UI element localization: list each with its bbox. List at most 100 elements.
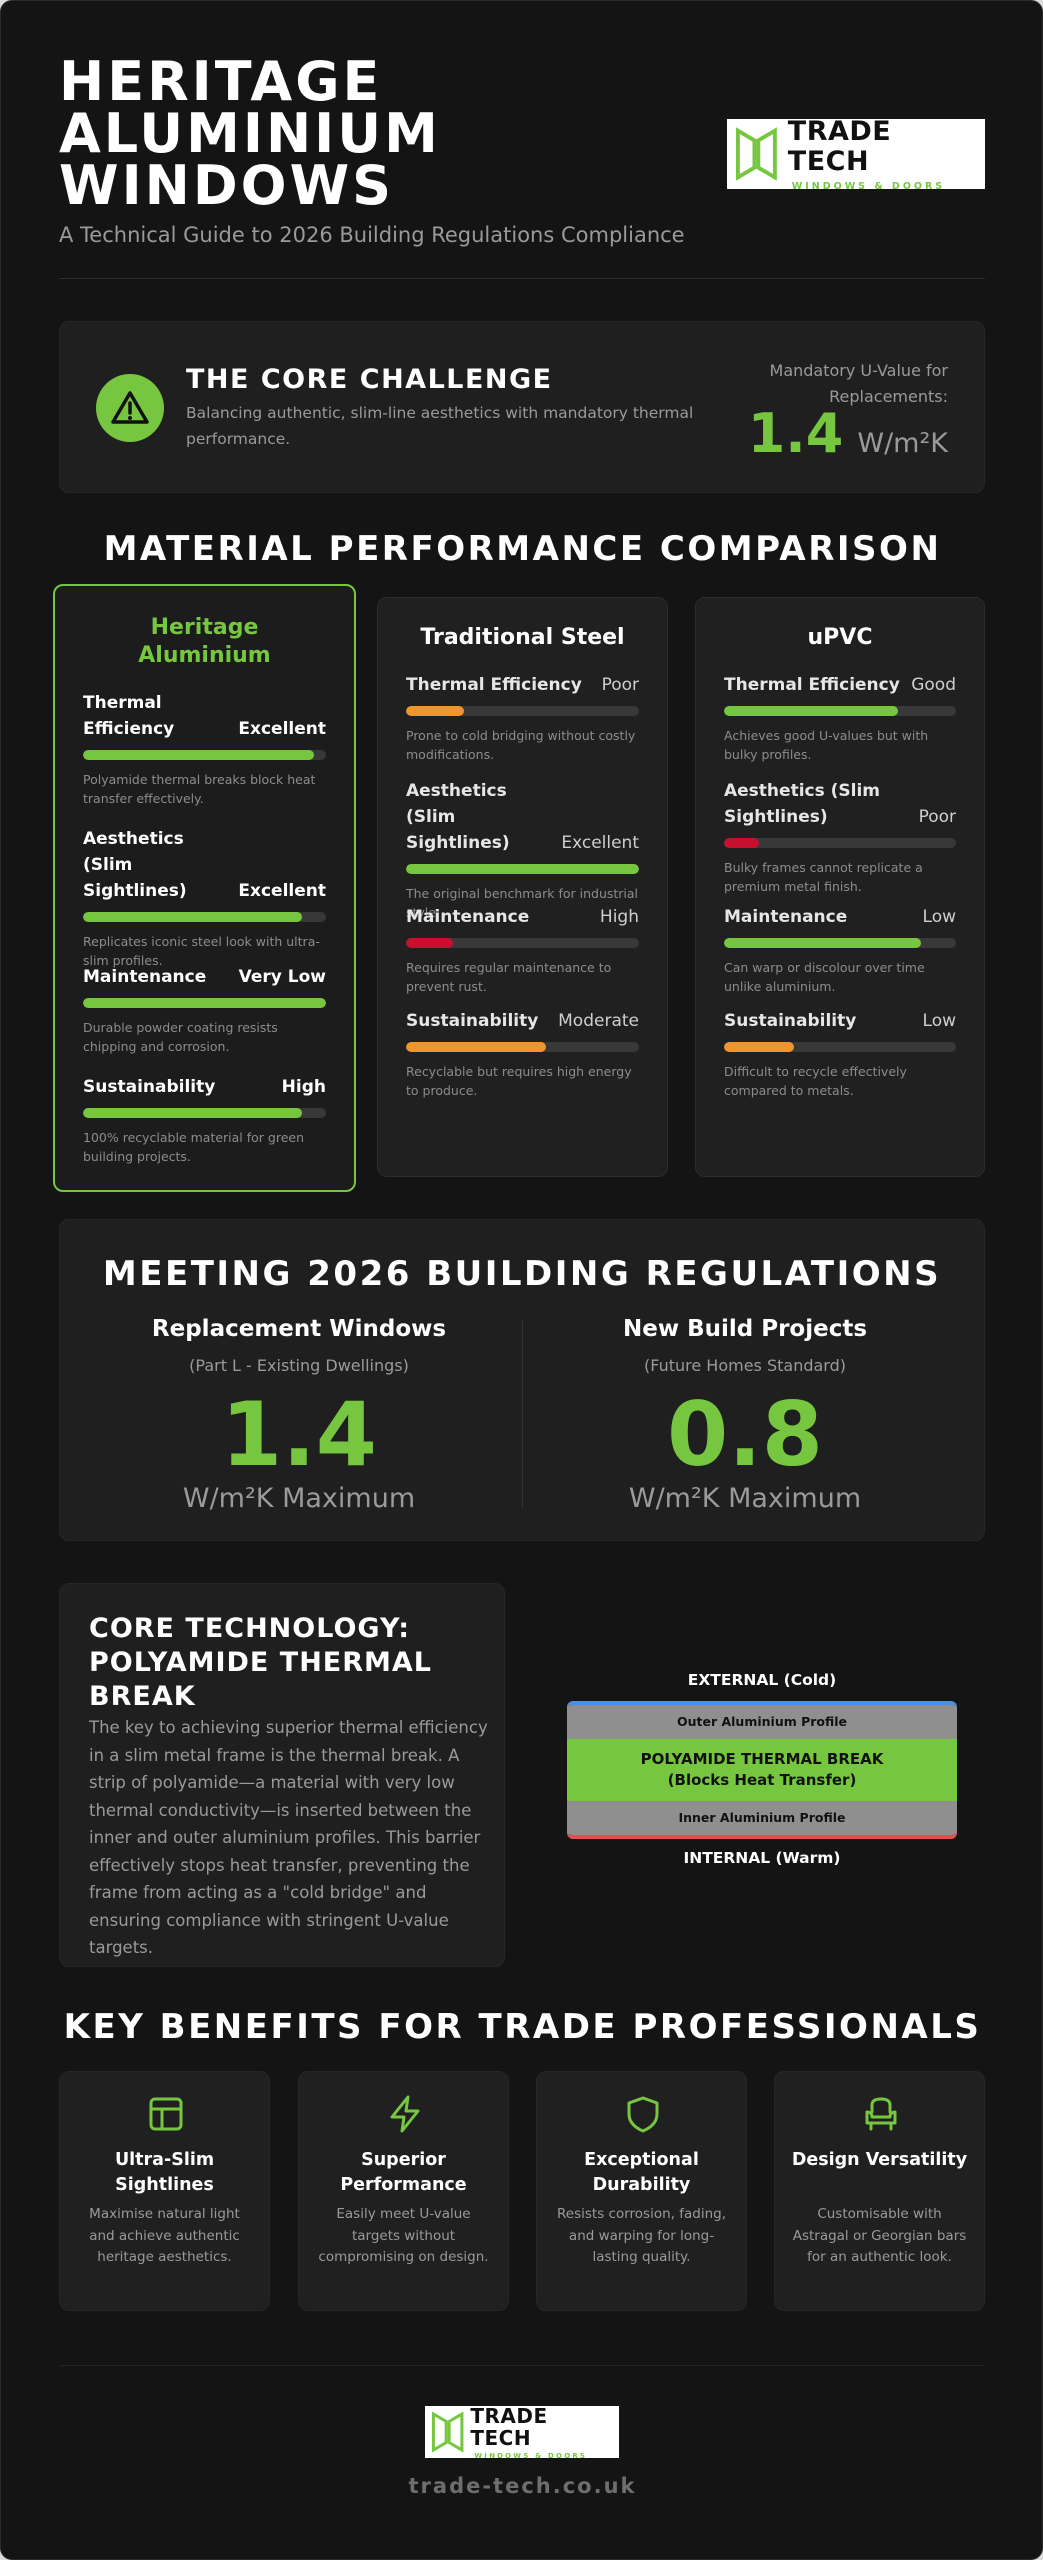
metric-bar: [724, 1042, 956, 1052]
metric-bar-fill: [83, 912, 302, 922]
metric-note: Recyclable but requires high energy to p…: [406, 1064, 632, 1098]
regulation-value: 0.8: [667, 1383, 823, 1486]
metric: Aesthetics (Slim Sightlines) Excellent Th…: [406, 778, 639, 922]
page-title: HERITAGE ALUMINIUM WINDOWS: [59, 50, 441, 217]
metric-bar-fill: [83, 750, 314, 760]
logo-mark-icon: [431, 2411, 464, 2453]
material-card-traditional-steel: Traditional Steel Thermal Efficiency Poor…: [377, 597, 668, 1177]
footer-website-link[interactable]: trade-tech.co.uk: [408, 2474, 637, 2498]
metric-rating: Poor: [918, 807, 956, 827]
metric-name: Thermal Efficiency: [406, 675, 582, 695]
metric-name: Sustainability: [724, 1011, 857, 1031]
metric: Sustainability Moderate Recyclable but re…: [406, 1008, 639, 1100]
metric-rating: High: [281, 1077, 326, 1097]
metric-rating: Moderate: [558, 1011, 639, 1031]
benefit-title: Superior Performance: [340, 2150, 467, 2195]
benefit-card-performance: Superior Performance Easily meet U-value…: [298, 2071, 509, 2311]
metric-bar-fill: [406, 706, 465, 716]
benefit-description: Easily meet U-value targets without comp…: [318, 2206, 489, 2265]
armchair-icon: [865, 2097, 897, 2131]
metric-bar-fill: [83, 998, 326, 1008]
diagram-break-title: POLYAMIDE THERMAL BREAK: [640, 1750, 884, 1768]
benefit-title: Exceptional Durability: [584, 2150, 699, 2195]
core-technology-card: CORE TECHNOLOGY: POLYAMIDE THERMAL BREAK…: [59, 1583, 505, 1967]
metric: Aesthetics (Slim Sightlines) Excellent Re…: [83, 826, 326, 970]
metric-name: Aesthetics (Slim Sightlines): [724, 781, 881, 827]
metric-bar-fill: [724, 1042, 794, 1052]
diagram-break-subtitle: (Blocks Heat Transfer): [667, 1771, 857, 1789]
footer-logo: TRADE TECH WINDOWS & DOORS: [425, 2405, 619, 2460]
shield-icon: [627, 2096, 659, 2133]
logo-mark-icon: [735, 127, 777, 181]
regulation-unit: W/m²K Maximum: [628, 1483, 862, 1514]
metric: Sustainability Low Difficult to recycle e…: [724, 1008, 956, 1100]
metric-note: Polyamide thermal breaks block heat tran…: [83, 772, 316, 806]
metric-bar: [83, 912, 326, 922]
metric-name: Maintenance: [406, 907, 530, 927]
regulation-heading: Replacement Windows: [151, 1316, 447, 1342]
metric-name: Sustainability: [83, 1077, 216, 1097]
regulation-value: 1.4: [221, 1383, 377, 1486]
regulations-card: MEETING 2026 BUILDING REGULATIONS Replac…: [59, 1219, 985, 1541]
metric-rating: Excellent: [561, 833, 639, 853]
diagram-external-label: EXTERNAL (Cold): [687, 1671, 837, 1689]
header-divider: [59, 278, 985, 279]
metric-bar-fill: [406, 938, 453, 948]
metric-bar: [406, 864, 639, 874]
regulations-divider: [522, 1320, 523, 1508]
trade-tech-logo: TRADE TECH WINDOWS & DOORS: [727, 116, 985, 192]
metric-note: Requires regular maintenance to prevent …: [406, 960, 612, 994]
metric: Maintenance Very Low Durable powder coati…: [83, 964, 326, 1056]
material-name: uPVC: [807, 625, 873, 650]
technology-title: CORE TECHNOLOGY: POLYAMIDE THERMAL BREAK: [89, 1613, 432, 1712]
regulation-new-build: New Build Projects (Future Homes Standar…: [530, 1316, 960, 1514]
regulation-unit: W/m²K Maximum: [182, 1483, 416, 1514]
metric-bar: [724, 706, 956, 716]
metric-note: The original benchmark for industrial st…: [406, 886, 639, 920]
metric-note: Difficult to recycle effectively compare…: [724, 1064, 907, 1098]
metric-bar-fill: [724, 938, 922, 948]
metric-bar: [406, 706, 639, 716]
comparison-title: MATERIAL PERFORMANCE COMPARISON: [103, 529, 942, 569]
regulations-title: MEETING 2026 BUILDING REGULATIONS: [102, 1254, 942, 1294]
u-value-label: Mandatory U-Value for Replacements:: [769, 361, 948, 406]
metric-bar-fill: [406, 864, 639, 874]
metric-bar: [83, 998, 326, 1008]
metric: Maintenance High Requires regular mainten…: [406, 904, 639, 996]
metric-bar: [406, 938, 639, 948]
material-card-heritage-aluminium: Heritage Aluminium Thermal Efficiency Exc…: [53, 584, 356, 1192]
metric-bar-fill: [83, 1108, 302, 1118]
metric-bar-fill: [406, 1042, 546, 1052]
metric-name: Maintenance: [724, 907, 848, 927]
metric-bar: [724, 838, 956, 848]
metric-name: Thermal Efficiency: [724, 675, 900, 695]
metric: Thermal Efficiency Good Achieves good U-v…: [724, 672, 956, 764]
metric-rating: Good: [911, 675, 956, 695]
logo-tagline: WINDOWS & DOORS: [474, 2451, 588, 2460]
metric-name: Sustainability: [406, 1011, 539, 1031]
challenge-title: THE CORE CHALLENGE: [186, 364, 553, 395]
lightning-icon: [390, 2095, 420, 2133]
metric-note: Bulky frames cannot replicate a premium …: [724, 860, 923, 894]
diagram-outer-profile: Outer Aluminium Profile: [567, 1705, 957, 1739]
metric-rating: Low: [922, 1011, 956, 1031]
metric: Maintenance Low Can warp or discolour ove…: [724, 904, 956, 996]
u-value-unit: W/m²K: [857, 428, 948, 459]
metric-bar: [406, 1042, 639, 1052]
metric-rating: Excellent: [238, 719, 326, 739]
metric-note: Can warp or discolour over time unlike a…: [724, 960, 925, 994]
metric-note: Durable powder coating resists chipping …: [83, 1020, 278, 1054]
metric-bar: [83, 750, 326, 760]
material-name: Heritage Aluminium: [138, 615, 271, 668]
regulation-subheading: (Future Homes Standard): [644, 1356, 846, 1375]
metric: Thermal Efficiency Excellent Polyamide th…: [83, 690, 326, 808]
warning-icon: [96, 374, 164, 442]
benefit-description: Maximise natural light and achieve authe…: [89, 2206, 240, 2265]
benefits-title: KEY BENEFITS FOR TRADE PROFESSIONALS: [63, 2007, 982, 2047]
logo-tagline: WINDOWS & DOORS: [791, 180, 946, 192]
u-value-readout: 1.4 W/m²K: [748, 402, 948, 465]
metric-bar-fill: [724, 706, 898, 716]
regulation-heading: New Build Projects: [622, 1316, 868, 1342]
metric-bar-fill: [724, 838, 759, 848]
